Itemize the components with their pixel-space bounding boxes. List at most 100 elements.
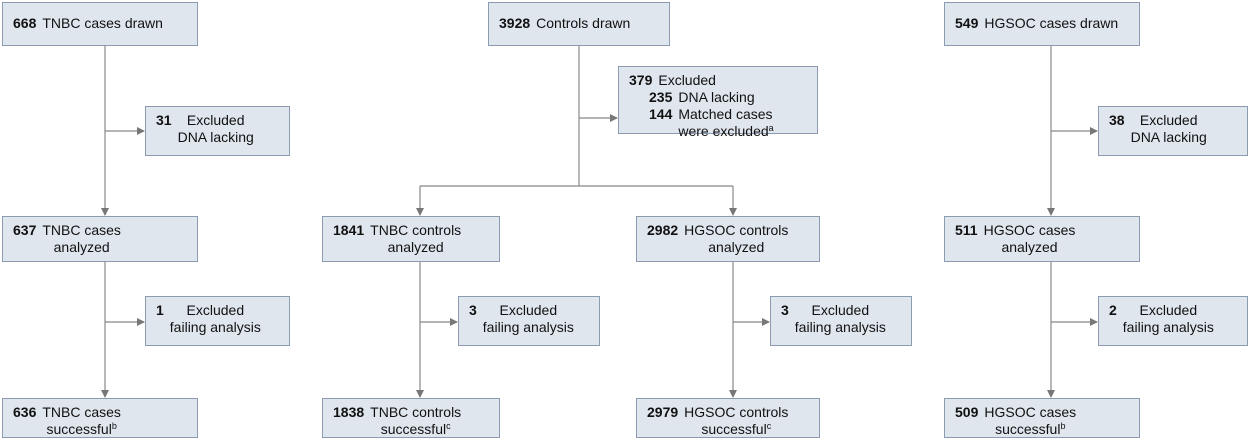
- flow-box: 379 Excluded 235 DNA lacking 144 Matched case…: [618, 66, 818, 139]
- sub-items: 235 DNA lacking 144 Matched cases were exclu…: [649, 89, 807, 140]
- count: 509: [955, 404, 979, 420]
- text-line: analyzed: [684, 239, 788, 256]
- text-line: failing analysis: [483, 319, 574, 336]
- line-text: analyzed: [1001, 239, 1058, 255]
- count: 38: [1109, 112, 1125, 128]
- count: 3: [781, 302, 789, 318]
- text-line: failing analysis: [1123, 319, 1214, 336]
- count: 637: [13, 222, 37, 238]
- entry: 1841 TNBC controls analyzed: [333, 222, 489, 256]
- entry: 549 HGSOC cases drawn: [955, 15, 1129, 32]
- text-line: HGSOC cases: [984, 222, 1076, 239]
- count: 1841: [333, 222, 365, 238]
- text: Excluded DNA lacking: [1131, 112, 1207, 146]
- count: 636: [13, 404, 37, 420]
- entry: 379 Excluded: [629, 72, 807, 89]
- line-text: HGSOC controls: [684, 404, 789, 420]
- count: 2979: [647, 404, 679, 420]
- line-text: analyzed: [53, 239, 110, 255]
- flow-box: 3928 Controls drawn: [488, 2, 670, 46]
- flow-box: 509 HGSOC cases successfulb: [944, 398, 1140, 438]
- text-line: analyzed: [984, 239, 1076, 256]
- line-text: TNBC cases drawn: [42, 15, 163, 31]
- line-text: DNA lacking: [1130, 129, 1207, 145]
- line-text: HGSOC cases: [983, 222, 1076, 238]
- line-text: Excluded: [1139, 112, 1198, 128]
- text-line: TNBC controls: [370, 222, 461, 239]
- text-line: TNBC cases drawn: [42, 15, 163, 32]
- text-line: analyzed: [370, 239, 461, 256]
- text-line: HGSOC controls: [684, 404, 788, 421]
- line-text: TNBC controls: [370, 404, 462, 420]
- line-text: analyzed: [708, 239, 765, 255]
- line-text: TNBC cases: [42, 404, 121, 420]
- line-text: analyzed: [387, 239, 444, 255]
- count: 668: [13, 15, 37, 31]
- entry: 511 HGSOC cases analyzed: [955, 222, 1129, 256]
- text: TNBC cases analyzed: [42, 222, 121, 256]
- count: 3: [469, 302, 477, 318]
- flow-box: 3 Excluded failing analysis: [458, 296, 600, 346]
- text-line: Matched cases: [678, 106, 773, 123]
- line-text: Excluded: [499, 302, 558, 318]
- line-text: were excluded: [678, 123, 769, 139]
- text-line: DNA lacking: [178, 129, 254, 146]
- line-text: failing analysis: [1122, 319, 1214, 335]
- entry: 668 TNBC cases drawn: [13, 15, 187, 32]
- flow-box: 1 Excluded failing analysis: [145, 296, 290, 346]
- text: TNBC controls successfulc: [370, 404, 461, 438]
- footnote-mark: b: [111, 421, 117, 431]
- text-line: DNA lacking: [678, 89, 754, 106]
- text-line: analyzed: [42, 239, 121, 256]
- line-text: failing analysis: [794, 319, 886, 335]
- entry: 235 DNA lacking: [649, 89, 807, 106]
- count: 511: [955, 222, 978, 238]
- count: 3928: [499, 15, 531, 31]
- line-text: Excluded: [658, 72, 716, 88]
- count: 235: [649, 89, 673, 105]
- flow-box: 3 Excluded failing analysis: [770, 296, 912, 346]
- line-text: Excluded: [186, 112, 245, 128]
- text-line: DNA lacking: [1131, 129, 1207, 146]
- text-line: Excluded: [1131, 112, 1207, 129]
- line-text: Excluded: [1139, 302, 1198, 318]
- flow-box: 637 TNBC cases analyzed: [2, 216, 198, 262]
- footnote-mark: a: [768, 123, 774, 133]
- count: 144: [649, 106, 673, 122]
- text-line: Excluded: [795, 302, 886, 319]
- flow-box: 2982 HGSOC controls analyzed: [636, 216, 820, 262]
- footnote-mark: b: [1060, 421, 1066, 431]
- text-line: Excluded: [1123, 302, 1214, 319]
- line-text: successful: [995, 421, 1061, 437]
- text: Excluded failing analysis: [1123, 302, 1214, 336]
- text: TNBC cases successfulb: [42, 404, 121, 438]
- flow-box: 549 HGSOC cases drawn: [944, 2, 1140, 46]
- text-line: HGSOC cases: [984, 404, 1076, 421]
- count: 1: [156, 302, 164, 318]
- text: Excluded failing analysis: [170, 302, 261, 336]
- text: TNBC controls analyzed: [370, 222, 461, 256]
- line-text: TNBC controls: [370, 222, 462, 238]
- text-line: were excludeda: [678, 123, 773, 140]
- text: HGSOC cases analyzed: [984, 222, 1076, 256]
- text-line: HGSOC controls: [684, 222, 788, 239]
- entry: 2982 HGSOC controls analyzed: [647, 222, 809, 256]
- entry: 2 Excluded failing analysis: [1109, 302, 1237, 336]
- text-line: failing analysis: [170, 319, 261, 336]
- line-text: successful: [701, 421, 767, 437]
- entry: 31 Excluded DNA lacking: [156, 112, 279, 146]
- entry: 1 Excluded failing analysis: [156, 302, 279, 336]
- text: DNA lacking: [678, 89, 754, 106]
- entry: 3 Excluded failing analysis: [469, 302, 589, 336]
- line-text: Excluded: [186, 302, 245, 318]
- footnote-mark: c: [766, 421, 772, 431]
- text-line: Excluded: [483, 302, 574, 319]
- text: HGSOC controls analyzed: [684, 222, 788, 256]
- flow-box: 2 Excluded failing analysis: [1098, 296, 1248, 346]
- footnote-mark: c: [446, 421, 451, 431]
- line-text: HGSOC cases: [984, 404, 1077, 420]
- flow-box: 2979 HGSOC controls successfulc: [636, 398, 820, 438]
- text: TNBC cases drawn: [42, 15, 163, 32]
- text: Excluded DNA lacking: [178, 112, 254, 146]
